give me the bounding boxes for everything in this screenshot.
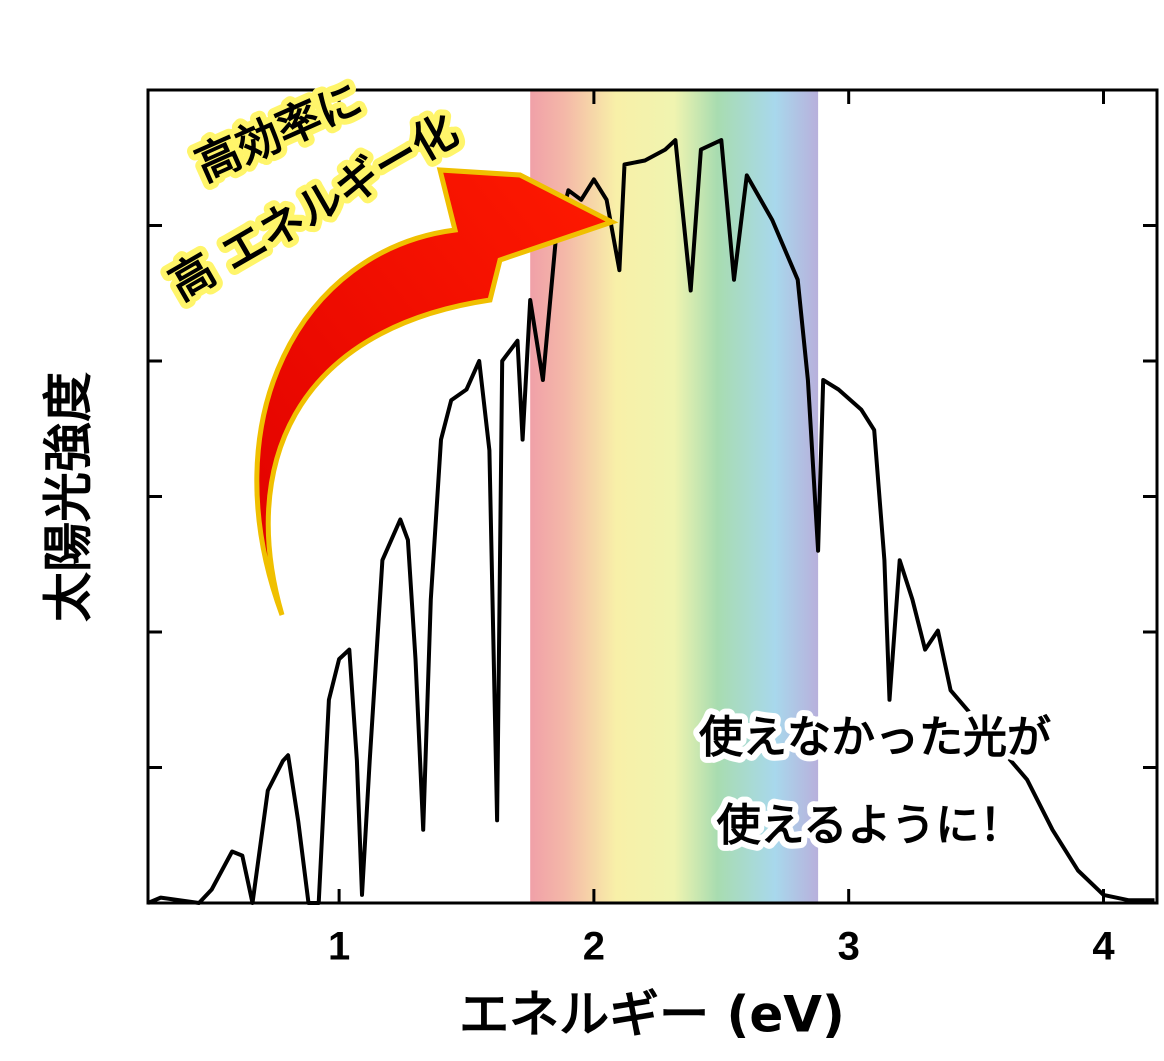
x-tick-label: 3 [838,925,860,969]
x-axis-label: エネルギー (eV) [459,986,845,1044]
arrow [254,167,619,616]
x-tick-label: 2 [583,925,605,969]
annotation: 使えるように！ [717,800,1024,851]
x-tick-label: 4 [1092,925,1115,969]
y-axis-label: 太陽光強度 [40,372,98,622]
plot-frame [146,88,1159,905]
x-tick-label: 1 [328,925,350,969]
annotation: 使えなかった光が [699,712,1051,763]
